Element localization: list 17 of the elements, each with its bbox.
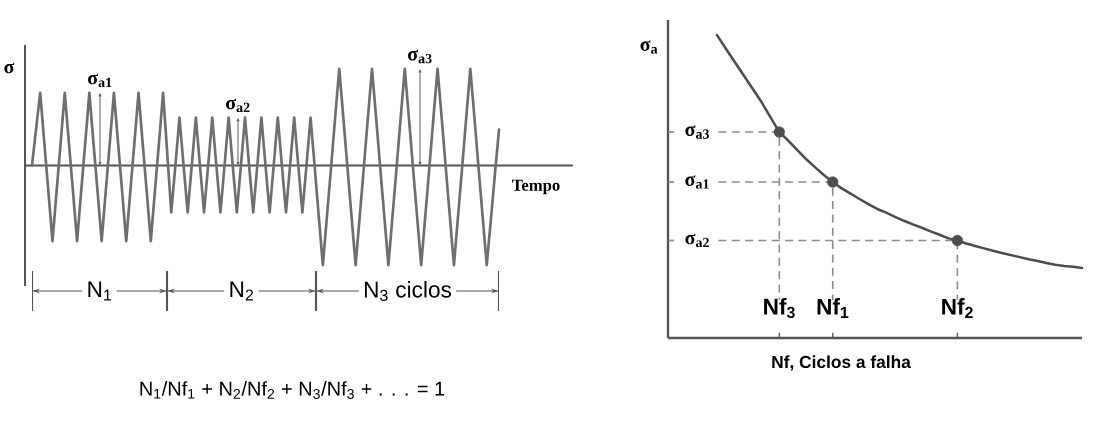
annotation: σ$_{a2}$ [225,98,250,113]
text: N$_{1}$ [88,281,111,301]
x-tick-label: Nf$_{1}$ [817,298,849,318]
y-axis-title: σ [4,62,15,74]
x-tick-label: Nf$_{3}$ [764,297,795,319]
ref-line-label: σ$_{a2}$ [685,233,709,248]
ref-line-label: σ$_{a1}$ [685,175,709,189]
x-axis-title: Nf, Ciclos a falha [772,355,911,371]
y-axis-title: σ$_{a}$ [640,40,658,54]
ref-line-label: σ$_{a3}$ [685,125,710,139]
text: N$_{2}$ [230,281,253,301]
x-axis-title: Tempo [512,179,560,195]
text: N$_{1}$/Nf$_{1}$ + N$_{2}$/Nf$_{2}$ + N$_{3}$/Nf$_{3}$ + . . . = 1 [140,381,445,399]
x-tick-label: Nf$_{2}$ [942,298,973,318]
text: σ$_{a3}$ [407,49,432,64]
annotation: σ$_{a1}$ [87,73,112,88]
text: N$_{3}$ ciclos [364,280,452,302]
